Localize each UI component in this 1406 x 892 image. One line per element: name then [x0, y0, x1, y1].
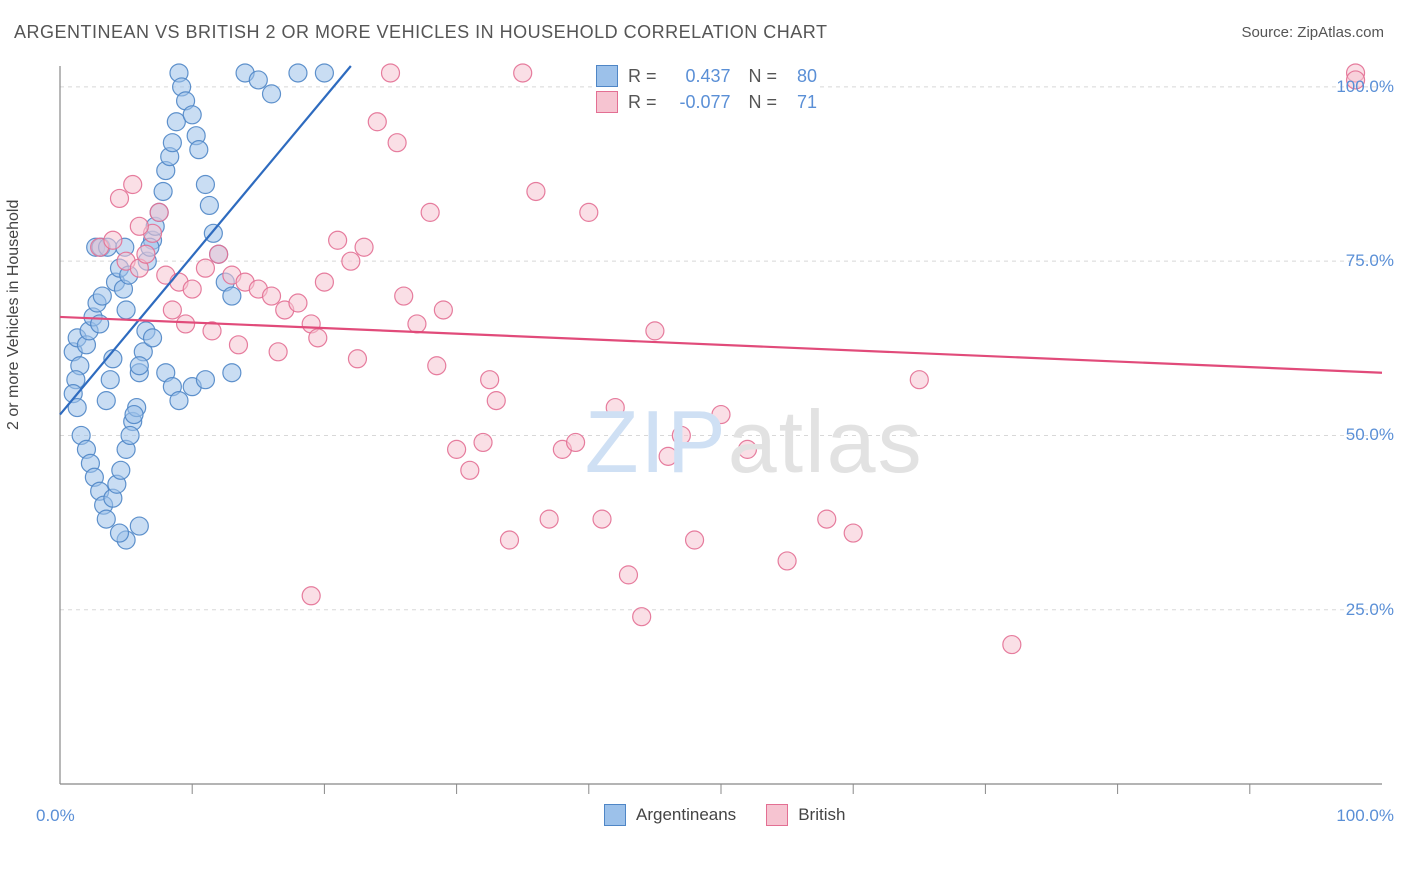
swatch-icon [766, 804, 788, 826]
swatch-icon [596, 91, 618, 113]
stats-row-argentineans: R = 0.437 N = 80 [596, 63, 817, 89]
legend-item-argentineans: Argentineans [604, 804, 736, 826]
scatter-plot [56, 60, 1386, 830]
chart-title: ARGENTINEAN VS BRITISH 2 OR MORE VEHICLE… [14, 22, 827, 43]
y-tick-label: 100.0% [1336, 77, 1394, 97]
swatch-icon [604, 804, 626, 826]
n-label: N = [749, 92, 778, 113]
n-label: N = [749, 66, 778, 87]
plot-svg [56, 60, 1386, 830]
y-tick-label: 25.0% [1346, 600, 1394, 620]
legend-label: British [798, 805, 845, 825]
n-value: 80 [779, 66, 817, 87]
n-value: 71 [779, 92, 817, 113]
x-tick-right: 100.0% [1336, 806, 1394, 826]
legend-item-british: British [766, 804, 845, 826]
stats-row-british: R = -0.077 N = 71 [596, 89, 817, 115]
y-axis-label: 2 or more Vehicles in Household [5, 200, 23, 430]
r-label: R = [628, 66, 657, 87]
r-value: -0.077 [659, 92, 731, 113]
y-tick-label: 50.0% [1346, 425, 1394, 445]
legend-label: Argentineans [636, 805, 736, 825]
swatch-icon [596, 65, 618, 87]
r-label: R = [628, 92, 657, 113]
stats-legend: R = 0.437 N = 80 R = -0.077 N = 71 [596, 63, 817, 115]
source-label: Source: ZipAtlas.com [1241, 24, 1384, 41]
x-tick-left: 0.0% [36, 806, 75, 826]
series-legend: Argentineans British [604, 804, 845, 826]
y-tick-label: 75.0% [1346, 251, 1394, 271]
r-value: 0.437 [659, 66, 731, 87]
